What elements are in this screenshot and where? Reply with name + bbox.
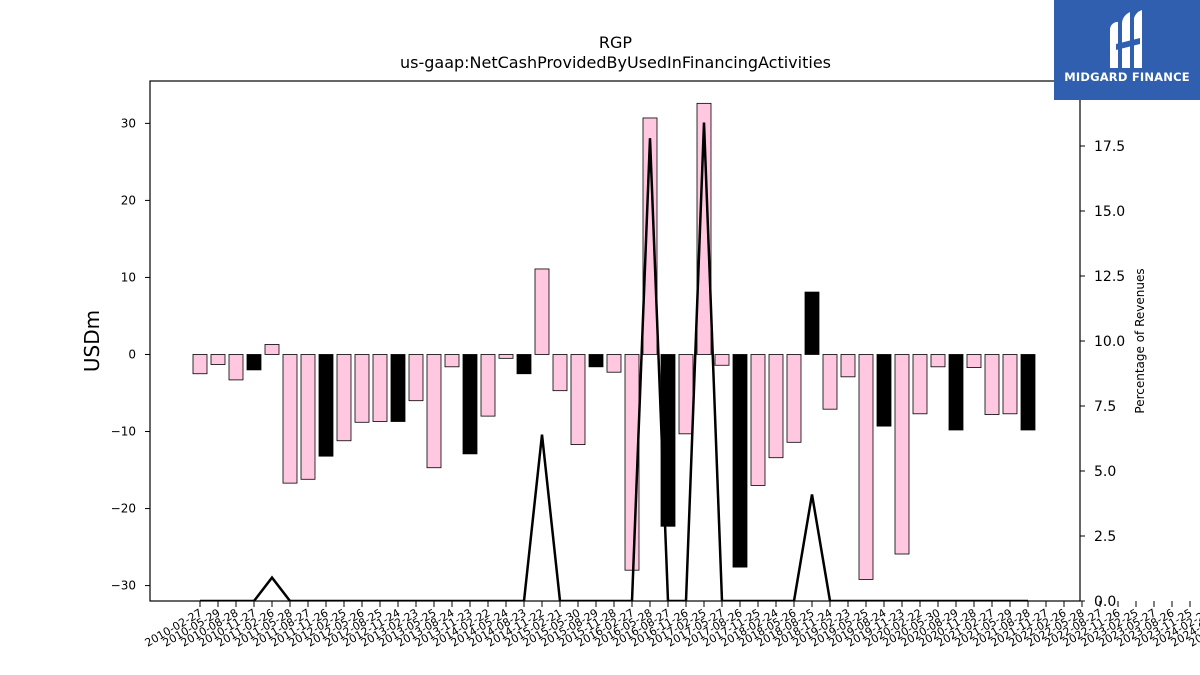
bar-2011-08-27 xyxy=(300,354,316,480)
plot-frame xyxy=(149,80,1081,602)
bar-2018-11-24 xyxy=(822,354,838,410)
y-axis-label-right: Percentage of Revenues xyxy=(1133,268,1147,413)
y-tick-label: −20 xyxy=(111,502,136,516)
bar-2010-02-27 xyxy=(192,354,208,375)
plot-area: −30−20−1001020300.02.55.07.510.012.515.0… xyxy=(111,80,1200,650)
y-right-tick-label: 17.5 xyxy=(1094,139,1125,155)
y-tick-label: −10 xyxy=(111,425,136,439)
bar-2014-08-23 xyxy=(516,354,532,375)
bar-2018-08-25 xyxy=(804,291,820,355)
y-tick-label: 20 xyxy=(121,193,136,207)
bar-2017-11-25 xyxy=(750,354,766,486)
bar-2016-05-28 xyxy=(642,117,658,355)
y-right-tick-label: 10.0 xyxy=(1094,334,1125,350)
bar-2020-02-22 xyxy=(912,354,928,415)
bar-2013-11-23 xyxy=(462,354,478,455)
chart-title: RGP xyxy=(599,33,633,52)
bar-2018-05-26 xyxy=(786,354,802,443)
bar-2019-02-23 xyxy=(840,354,856,378)
y-right-tick-label: 2.5 xyxy=(1094,529,1116,545)
bar-2012-05-26 xyxy=(354,354,370,423)
bar-2014-02-22 xyxy=(480,354,496,417)
bar-2013-05-25 xyxy=(426,354,442,469)
logo-text: MIDGARD FINANCE xyxy=(1064,70,1190,84)
y-tick-label: 0 xyxy=(128,347,136,361)
bar-2011-05-28 xyxy=(282,354,298,484)
bar-2015-11-28 xyxy=(606,354,622,373)
bar-2020-08-29 xyxy=(948,354,964,431)
bar-2015-05-30 xyxy=(570,354,586,446)
y-axis-label: USDm xyxy=(80,310,104,372)
bar-2021-05-29 xyxy=(1002,354,1018,415)
chart-subtitle: us-gaap:NetCashProvidedByUsedInFinancing… xyxy=(400,53,831,72)
bar-2014-05-24 xyxy=(498,354,514,359)
bar-2010-11-27 xyxy=(246,354,262,371)
bar-2011-02-26 xyxy=(264,344,280,355)
y-tick-label: 30 xyxy=(121,116,136,130)
bar-2013-08-24 xyxy=(444,354,460,368)
bar-2016-11-26 xyxy=(678,354,694,435)
bar-2010-05-29 xyxy=(210,354,226,365)
bar-2017-08-26 xyxy=(732,354,748,568)
bar-2012-11-24 xyxy=(390,354,406,422)
bar-2018-02-24 xyxy=(768,354,784,459)
bar-2013-02-23 xyxy=(408,354,424,402)
y-right-tick-label: 7.5 xyxy=(1094,399,1116,415)
bar-2019-05-25 xyxy=(858,354,874,580)
bar-2020-05-30 xyxy=(930,354,946,368)
bar-2021-08-28 xyxy=(1020,354,1036,431)
bar-2012-02-25 xyxy=(336,354,352,442)
bar-2010-08-28 xyxy=(228,354,244,381)
bar-2019-11-23 xyxy=(894,354,910,555)
bar-2014-11-22 xyxy=(534,268,550,355)
y-tick-label: 10 xyxy=(121,270,136,284)
bar-2021-02-27 xyxy=(984,354,1000,415)
y-right-tick-label: 5.0 xyxy=(1094,464,1116,480)
bar-2012-08-25 xyxy=(372,354,388,422)
y-right-tick-label: 12.5 xyxy=(1094,269,1125,285)
bar-2017-02-25 xyxy=(696,102,712,355)
y-tick-label: −30 xyxy=(111,579,136,593)
midgard-logo-icon xyxy=(1110,10,1142,68)
bar-2015-02-21 xyxy=(552,354,568,392)
bar-2011-11-26 xyxy=(318,354,334,457)
logo: MIDGARD FINANCE xyxy=(1054,0,1200,100)
bar-2015-08-29 xyxy=(588,354,604,368)
y-right-tick-label: 15.0 xyxy=(1094,204,1125,220)
bar-2020-11-28 xyxy=(966,354,982,368)
bar-2019-08-24 xyxy=(876,354,892,427)
bar-2017-05-27 xyxy=(714,354,730,366)
